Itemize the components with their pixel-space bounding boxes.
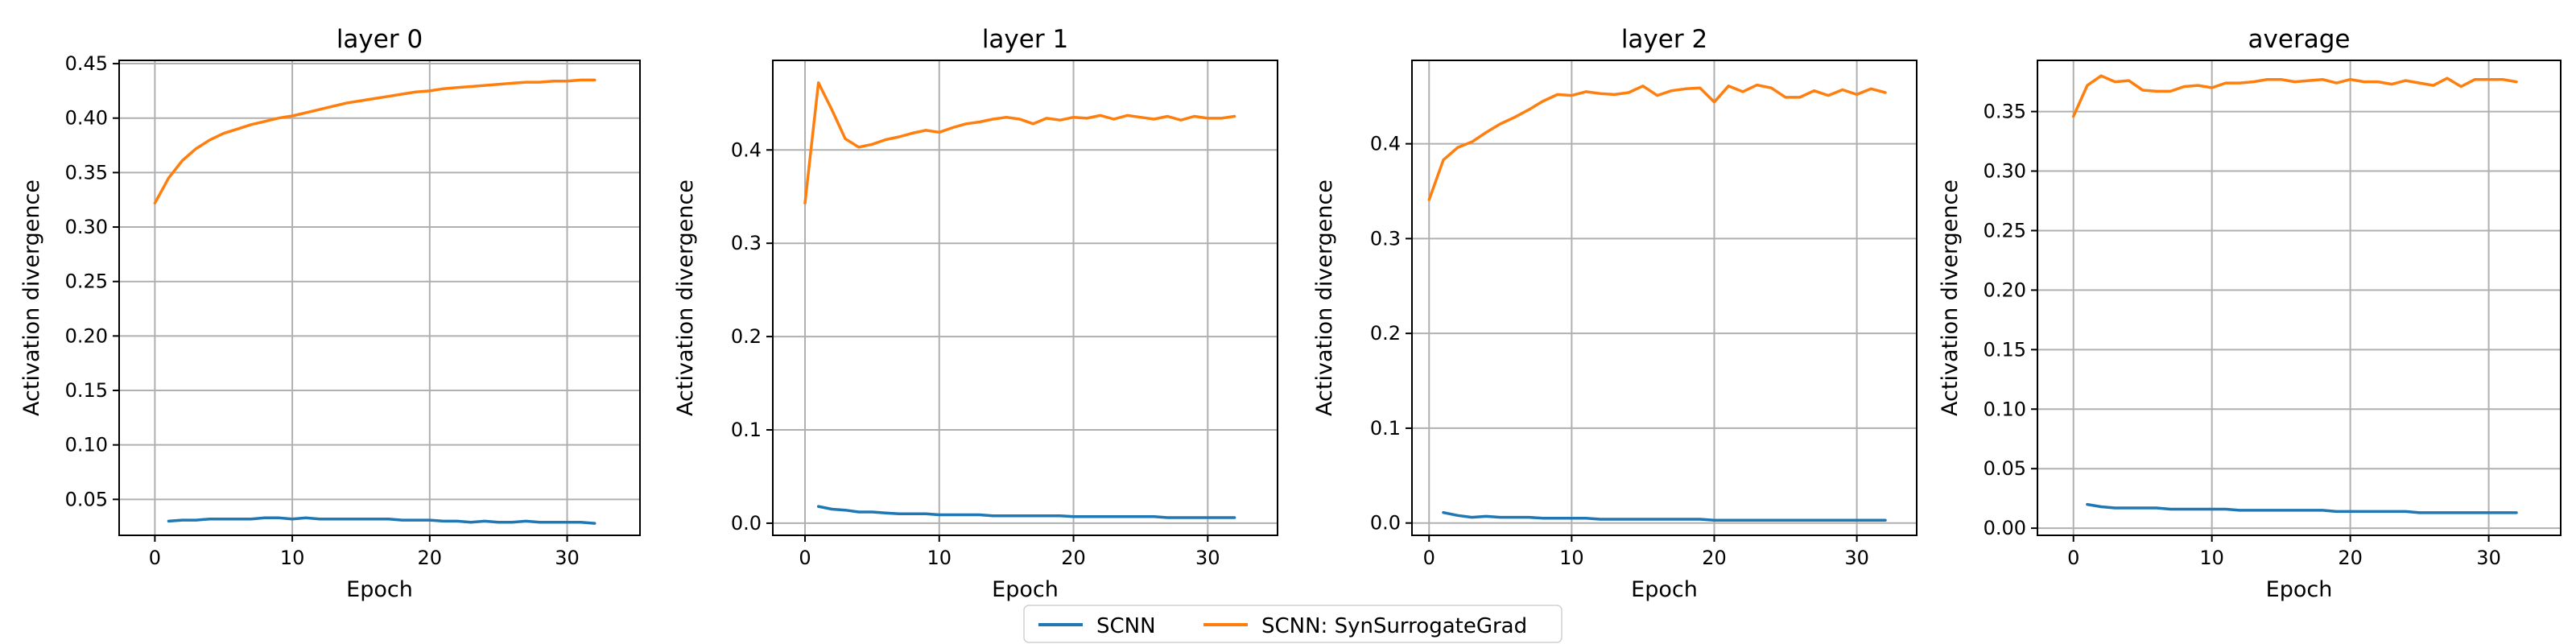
x-tick-label: 0 [1423,547,1435,569]
x-axis-label: Epoch [2266,577,2333,602]
y-tick-label: 0.1 [731,419,762,441]
series-line-scnn [1442,510,1887,522]
series-line-scnn [2086,502,2518,514]
x-tick-label: 0 [149,547,161,569]
y-tick-label: 0.15 [65,379,108,402]
series-line-scnn [167,516,597,525]
y-tick-label: 0.10 [65,434,108,456]
series-line-syn-surrogate-grad [153,78,597,205]
x-tick-label: 30 [2476,547,2501,569]
x-tick-label: 10 [280,547,305,569]
y-tick-label: 0.25 [1984,219,2026,242]
chart-panel-3: 0 10 20 30 0.00 0.05 0.10 0.15 0.20 0.25 0.30 0.35 a… [1938,25,2562,602]
x-tick-label: 30 [1195,547,1220,569]
y-tick-label: 0.4 [731,138,762,161]
y-tick-label: 0.35 [1984,101,2026,123]
y-tick-label: 0.40 [65,107,108,130]
y-tick-label: 0.45 [65,52,108,75]
y-tick-label: 0.30 [1984,160,2026,183]
chart-title: layer 1 [982,25,1068,54]
x-tick-label: 0 [799,547,811,569]
y-tick-label: 0.15 [1984,338,2026,361]
y-tick-label: 0.35 [65,161,108,184]
y-tick-label: 0.2 [731,325,762,348]
x-axis-label: Epoch [1631,577,1698,602]
plot-frame [2037,60,2562,536]
y-tick-label: 0.20 [1984,279,2026,301]
series-line-syn-surrogate-grad [2071,74,2518,118]
y-tick-label: 0.2 [1370,322,1401,345]
legend-label-scnn: SCNN [1096,614,1156,638]
y-axis-label: Activation divergence [1938,180,1963,416]
series-line-scnn [816,505,1236,519]
chart-panel-0: 0 10 20 30 0.05 0.10 0.15 0.20 0.25 0.30 0.35 0.40 0… [19,25,641,602]
legend: SCNN SCNN: SynSurrogateGrad [1023,605,1563,643]
y-tick-label: 0.10 [1984,398,2026,420]
series-line-syn-surrogate-grad [803,81,1236,205]
y-tick-label: 0.4 [1370,133,1401,155]
x-tick-label: 20 [1061,547,1086,569]
y-tick-label: 0.3 [731,232,762,254]
chart-title: average [2248,25,2351,54]
y-tick-label: 0.05 [1984,457,2026,480]
y-tick-label: 0.20 [65,324,108,347]
x-tick-label: 10 [927,547,952,569]
y-tick-label: 0.1 [1370,417,1401,440]
y-axis-label: Activation divergence [1312,180,1337,416]
chart-title: layer 0 [336,25,423,54]
series-line-syn-surrogate-grad [1427,83,1887,201]
y-axis-label: Activation divergence [673,180,698,416]
x-tick-label: 0 [2067,547,2079,569]
x-axis-label: Epoch [346,577,413,602]
plot-frame [118,60,641,536]
plot-frame [772,60,1278,536]
y-tick-label: 0.0 [731,512,762,535]
x-tick-label: 10 [1559,547,1584,569]
x-axis-label: Epoch [992,577,1059,602]
legend-box [1023,605,1563,643]
x-tick-label: 20 [2338,547,2363,569]
x-tick-label: 30 [555,547,580,569]
legend-label-syn-surrogate-grad: SCNN: SynSurrogateGrad [1261,614,1527,638]
y-tick-label: 0.00 [1984,517,2026,539]
y-tick-label: 0.25 [65,270,108,293]
y-tick-label: 0.05 [65,488,108,510]
chart-panel-1: 0 10 20 30 0.0 0.1 0.2 0.3 0.4 layer 1 Epoch Activa… [673,25,1278,602]
chart-panels: 0 10 20 300.050.100.150.200.250.300.350.400… [19,25,2562,602]
y-tick-label: 0.0 [1370,512,1401,535]
y-tick-label: 0.30 [65,216,108,238]
x-tick-label: 30 [1844,547,1869,569]
x-tick-label: 20 [1702,547,1727,569]
y-axis-label: Activation divergence [19,180,44,416]
y-tick-label: 0.3 [1370,227,1401,250]
plot-frame [1411,60,1918,536]
chart-title: layer 2 [1621,25,1707,54]
x-tick-label: 20 [418,547,443,569]
x-tick-label: 10 [2199,547,2224,569]
chart-panel-2: 0 10 20 30 0.0 0.1 0.2 0.3 0.4 layer 2 Epoch Activa… [1312,25,1918,602]
